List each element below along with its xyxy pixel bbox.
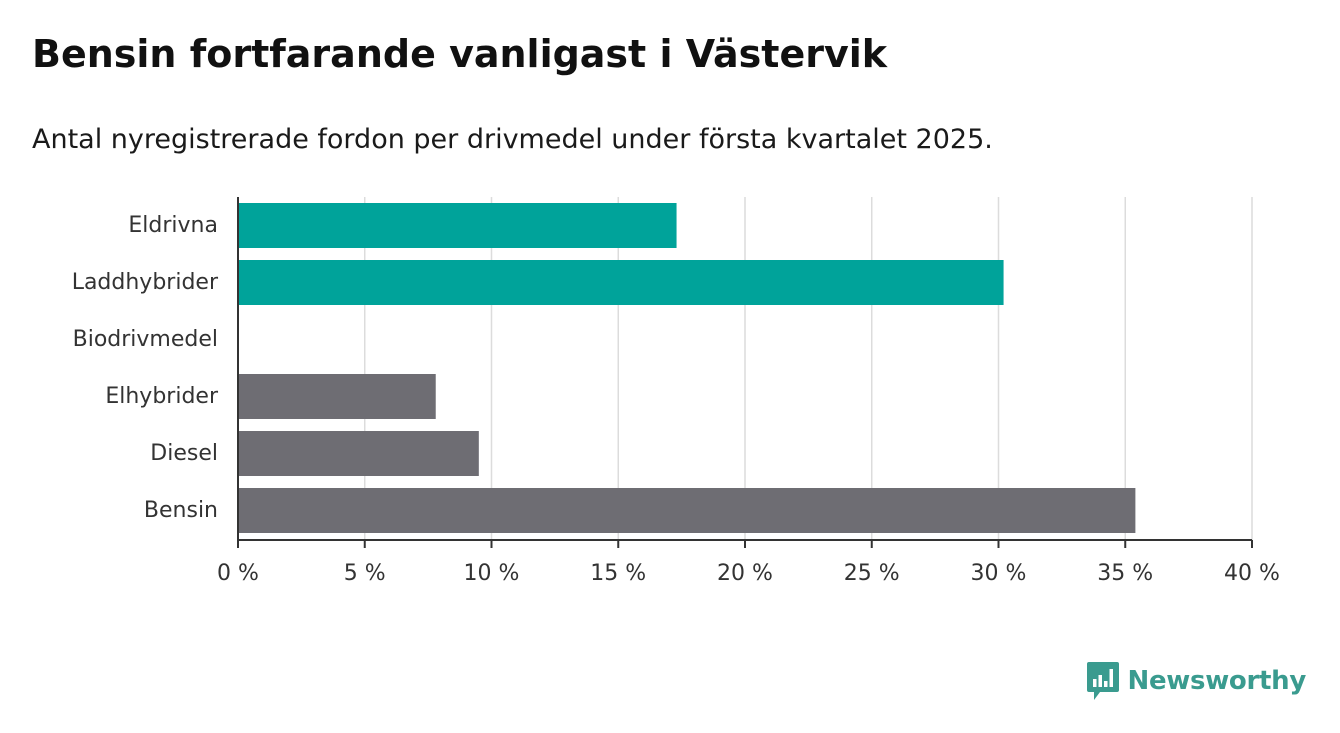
brand-name: Newsworthy	[1128, 666, 1306, 696]
category-label: Laddhybrider	[72, 270, 219, 295]
x-tick-label: 10 %	[464, 561, 520, 586]
bar-diesel	[238, 431, 479, 476]
x-tick-label: 30 %	[971, 561, 1027, 586]
category-label: Biodrivmedel	[73, 327, 218, 352]
bar-laddhybrider	[238, 260, 1004, 305]
x-tick-label: 5 %	[344, 561, 386, 586]
newsworthy-logo: Newsworthy	[1086, 660, 1306, 702]
bar-eldrivna	[238, 203, 677, 248]
x-tick-label: 15 %	[590, 561, 646, 586]
x-tick-label: 35 %	[1097, 561, 1153, 586]
bar-bensin	[238, 488, 1135, 533]
category-labels: Eldrivna Laddhybrider Biodrivmedel Elhybrid…	[72, 213, 219, 523]
bars	[238, 203, 1135, 533]
x-tick-labels: 0 % 5 % 10 % 15 % 20 % 25 % 30 % 35 % 40 %	[217, 561, 1280, 586]
bar-elhybrider	[238, 374, 436, 419]
x-tick-label: 0 %	[217, 561, 259, 586]
category-label: Bensin	[144, 498, 218, 523]
x-tick-label: 25 %	[844, 561, 900, 586]
category-label: Eldrivna	[128, 213, 218, 238]
category-label: Elhybrider	[105, 384, 219, 409]
bar-chart: Eldrivna Laddhybrider Biodrivmedel Elhybrid…	[0, 0, 1340, 640]
x-tick-label: 40 %	[1224, 561, 1280, 586]
category-label: Diesel	[150, 441, 218, 466]
x-tick-label: 20 %	[717, 561, 773, 586]
bar-chart-icon	[1086, 660, 1120, 702]
